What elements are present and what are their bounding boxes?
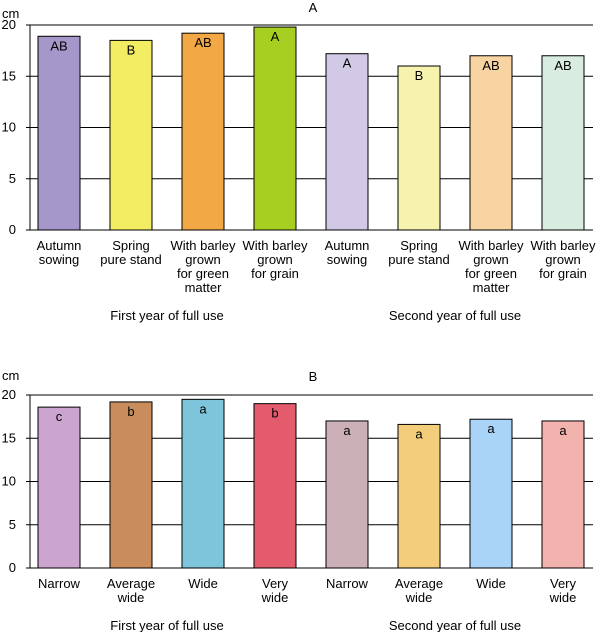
category-label: for grain: [251, 266, 299, 281]
bar: [37, 35, 81, 231]
category-label: wide: [549, 590, 577, 605]
category-label: Narrow: [326, 576, 369, 591]
y-tick-label: 15: [2, 68, 16, 83]
bar: [109, 39, 153, 231]
category-label: With barley: [242, 238, 308, 253]
group-label: First year of full use: [110, 618, 223, 632]
category-label: sowing: [39, 252, 79, 267]
bar: [253, 403, 297, 569]
y-tick-label: 10: [2, 120, 16, 135]
significance-label: a: [559, 423, 567, 438]
significance-label: AB: [482, 58, 499, 73]
bar: [181, 32, 225, 231]
category-label: matter: [473, 280, 511, 295]
y-tick-label: 0: [9, 222, 16, 237]
significance-label: AB: [50, 38, 67, 53]
bar: [469, 418, 513, 569]
category-label: Spring: [112, 238, 150, 253]
bar: [253, 26, 297, 231]
significance-label: A: [271, 29, 280, 44]
y-tick-label: 15: [2, 430, 16, 445]
y-tick-label: 5: [9, 517, 16, 532]
category-label: matter: [185, 280, 223, 295]
significance-label: AB: [194, 35, 211, 50]
y-tick-label: 20: [2, 17, 16, 32]
bar: [469, 55, 513, 231]
category-label: grown: [473, 252, 508, 267]
y-tick-label: 20: [2, 387, 16, 402]
category-label: Autumn: [325, 238, 370, 253]
y-tick-label: 5: [9, 171, 16, 186]
bar: [397, 65, 441, 231]
bar: [397, 423, 441, 569]
group-label: Second year of full use: [389, 308, 521, 323]
significance-label: AB: [554, 58, 571, 73]
significance-label: A: [343, 56, 352, 71]
significance-label: c: [56, 409, 63, 424]
significance-label: b: [271, 406, 278, 421]
panel-title: B: [309, 369, 318, 384]
significance-label: B: [415, 68, 424, 83]
category-label: for green: [465, 266, 517, 281]
bar: [541, 55, 585, 231]
category-label: Narrow: [38, 576, 81, 591]
category-label: pure stand: [100, 252, 161, 267]
category-label: With barley: [458, 238, 524, 253]
panel-title: A: [309, 0, 318, 15]
category-label: grown: [185, 252, 220, 267]
category-label: Wide: [476, 576, 506, 591]
significance-label: a: [415, 426, 423, 441]
bar: [541, 420, 585, 569]
category-label: grown: [257, 252, 292, 267]
category-label: wide: [117, 590, 145, 605]
category-label: Wide: [188, 576, 218, 591]
category-label: Average: [107, 576, 155, 591]
significance-label: a: [199, 401, 207, 416]
category-label: wide: [405, 590, 433, 605]
bar: [181, 398, 225, 569]
y-axis-unit-label: cm: [2, 6, 19, 21]
category-label: for green: [177, 266, 229, 281]
y-tick-label: 0: [9, 560, 16, 575]
bar: [325, 420, 369, 569]
bar: [37, 406, 81, 569]
category-label: for grain: [539, 266, 587, 281]
category-label: grown: [545, 252, 580, 267]
category-label: With barley: [170, 238, 236, 253]
bar: [109, 401, 153, 569]
category-label: Very: [550, 576, 577, 591]
significance-label: a: [343, 423, 351, 438]
y-tick-label: 10: [2, 474, 16, 489]
significance-label: b: [127, 404, 134, 419]
group-label: Second year of full use: [389, 618, 521, 632]
category-label: pure stand: [388, 252, 449, 267]
significance-label: a: [487, 421, 495, 436]
bar: [325, 53, 369, 231]
y-axis-unit-label: cm: [2, 368, 19, 383]
category-label: Autumn: [37, 238, 82, 253]
category-label: Average: [395, 576, 443, 591]
category-label: wide: [261, 590, 289, 605]
category-label: With barley: [530, 238, 596, 253]
category-label: Spring: [400, 238, 438, 253]
category-label: Very: [262, 576, 289, 591]
significance-label: B: [127, 42, 136, 57]
category-label: sowing: [327, 252, 367, 267]
group-label: First year of full use: [110, 308, 223, 323]
